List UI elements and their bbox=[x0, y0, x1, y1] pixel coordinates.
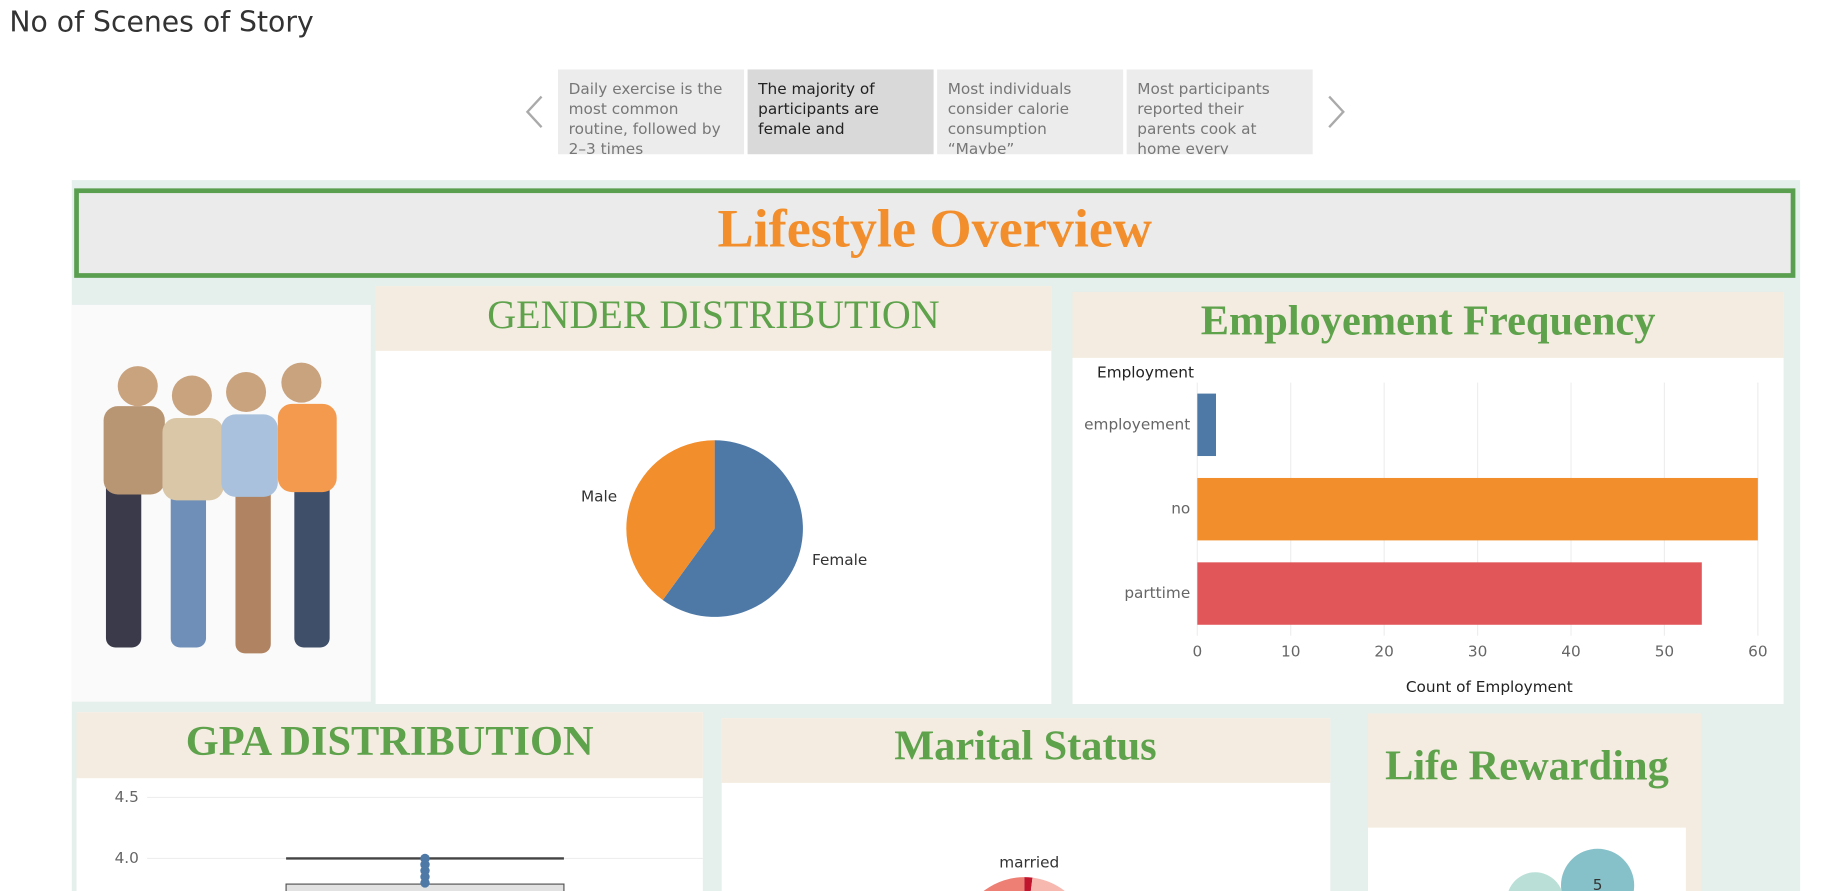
pie-slice bbox=[662, 440, 803, 617]
panel-header bbox=[375, 286, 1052, 351]
panel-title: Life Rewarding bbox=[1385, 743, 1669, 790]
next-arrow[interactable] bbox=[1328, 95, 1345, 128]
x-tick-label: 30 bbox=[1468, 643, 1487, 661]
pie-slice bbox=[1030, 877, 1065, 891]
x-tick-label: 40 bbox=[1561, 643, 1580, 661]
y-axis-title: Employment bbox=[1097, 364, 1194, 382]
bubble-label: 5 bbox=[1593, 876, 1603, 891]
x-tick-label: 0 bbox=[1192, 643, 1202, 661]
title-box bbox=[74, 188, 1796, 278]
point bbox=[420, 878, 430, 888]
story-point[interactable]: Most individuals consider calorie consum… bbox=[937, 69, 1124, 155]
x-tick-label: 10 bbox=[1281, 643, 1300, 661]
slice-label: Male bbox=[581, 487, 617, 505]
photo bbox=[71, 304, 371, 702]
panel-title: GPA DISTRIBUTION bbox=[186, 718, 594, 765]
x-tick-label: 20 bbox=[1374, 643, 1393, 661]
story-title: No of Scenes of Story bbox=[9, 6, 313, 39]
bar bbox=[1197, 477, 1758, 541]
y-tick-label: employement bbox=[1084, 415, 1190, 433]
prev-arrow[interactable] bbox=[525, 95, 543, 128]
x-axis-title: Count of Employment bbox=[1406, 678, 1573, 696]
pie-slice bbox=[626, 440, 715, 601]
panel-title: Employement Frequency bbox=[1201, 298, 1656, 345]
bubble bbox=[1508, 872, 1562, 891]
bar bbox=[1197, 562, 1702, 625]
panel-title: GENDER DISTRIBUTION bbox=[487, 292, 939, 337]
y-tick-label: parttime bbox=[1124, 584, 1190, 602]
slice-label: Female bbox=[812, 551, 867, 569]
slice-label: married bbox=[999, 854, 1059, 872]
y-tick-label: 4.5 bbox=[115, 788, 139, 806]
y-tick-label: 4.0 bbox=[115, 849, 139, 867]
panel-header bbox=[721, 718, 1331, 783]
bar bbox=[1197, 393, 1216, 457]
panel-header bbox=[76, 712, 703, 779]
x-tick-label: 50 bbox=[1655, 643, 1674, 661]
story-point[interactable]: Most participants reported their parents… bbox=[1126, 69, 1313, 155]
pie-slice bbox=[1024, 877, 1033, 891]
y-tick-label: no bbox=[1171, 500, 1190, 518]
story-point[interactable]: Daily exercise is the most common routin… bbox=[558, 69, 745, 155]
story-point[interactable]: The majority of participants are female … bbox=[747, 69, 934, 155]
panel-title: Marital Status bbox=[894, 723, 1156, 770]
dashboard-title: Lifestyle Overview bbox=[718, 199, 1152, 259]
x-tick-label: 60 bbox=[1748, 643, 1767, 661]
pie-slice bbox=[983, 877, 1025, 891]
bubble bbox=[1561, 848, 1635, 891]
panel-header bbox=[1072, 291, 1784, 358]
